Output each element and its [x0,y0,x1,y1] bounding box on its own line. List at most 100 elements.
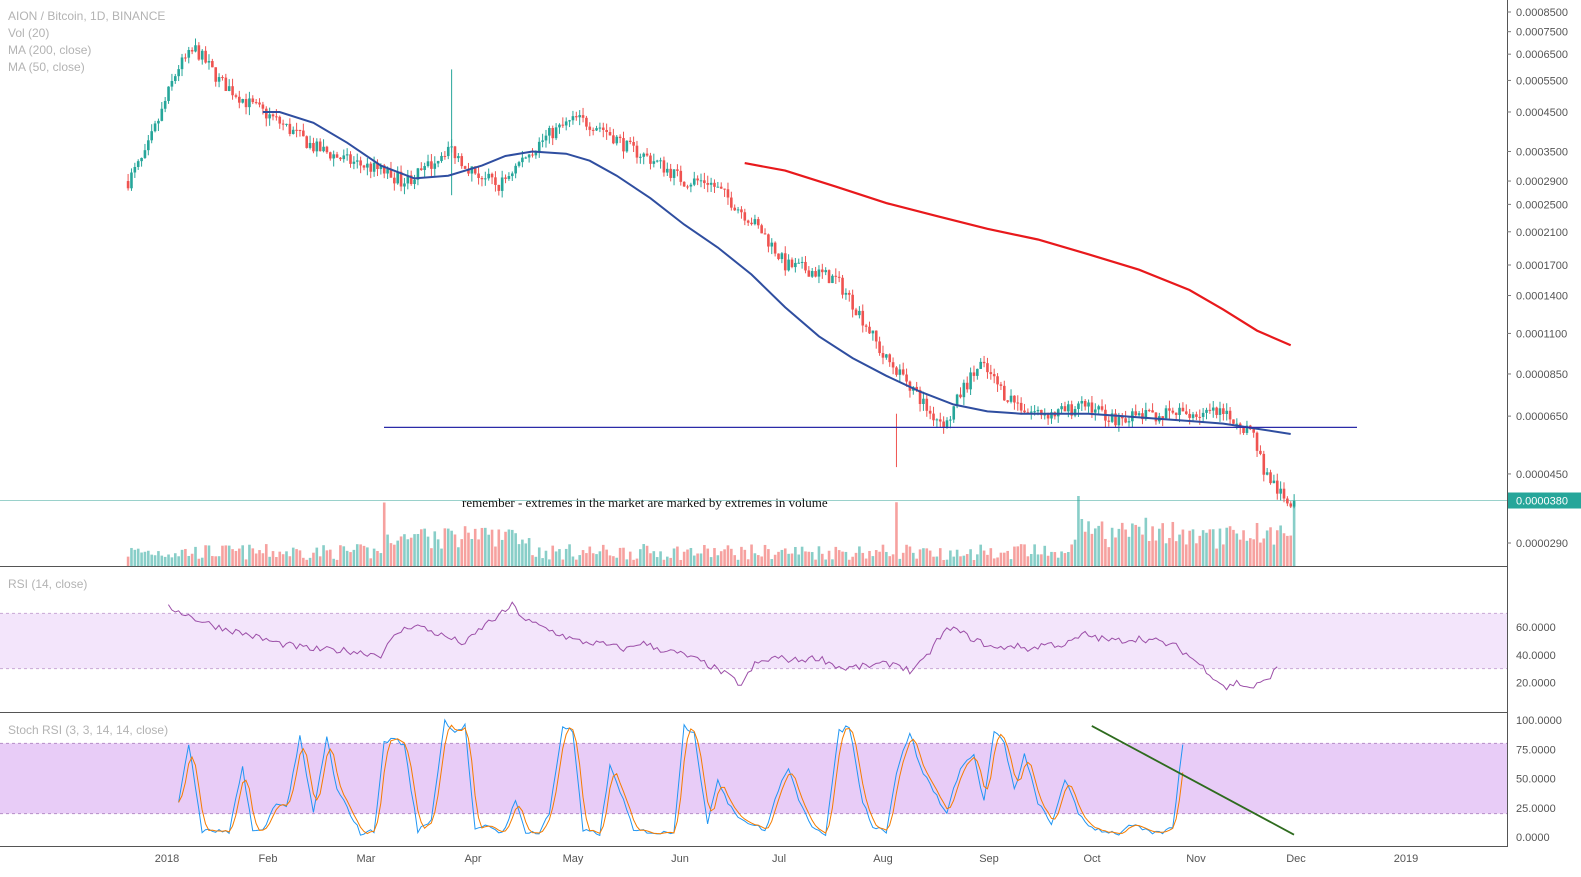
volume-bar [689,547,693,566]
volume-bar [1144,517,1148,566]
candle-body [1195,414,1198,417]
candle-body [885,354,888,358]
candle-body [521,157,524,163]
candle-body [399,171,403,187]
volume-bar [868,550,871,566]
volume-bar [1289,535,1293,566]
volume-bar [895,502,898,566]
volume-bar [676,546,679,566]
rsi-tick-label: 40.0000 [1516,650,1556,662]
volume-bar [396,540,399,566]
candle-body [379,165,383,170]
volume-bar [666,556,669,566]
volume-bar [1249,538,1252,566]
volume-bar [810,552,814,566]
volume-bar [1050,551,1053,566]
candle-body [986,363,989,373]
volume-bar [325,550,329,566]
volume-bar [153,555,157,566]
volume-bar [1269,527,1272,566]
candle-body [170,81,174,87]
candle-body [763,233,767,235]
volume-bar [605,549,608,566]
candle-body [1124,418,1127,423]
volume-bar [891,554,895,566]
candle-body [1168,408,1171,411]
candle-body [790,259,794,268]
candle-body [878,341,881,354]
candle-body [167,86,170,101]
candle-body [605,129,608,133]
candle-body [588,126,592,130]
candle-body [814,271,817,277]
volume-bar [446,528,450,566]
volume-bar [1013,546,1016,566]
volume-bar [679,559,683,566]
candle-body [423,166,426,171]
volume-bar [416,533,420,566]
candle-body [339,157,342,160]
volume-bar [335,559,339,566]
volume-bar [1211,529,1215,566]
candle-body [746,220,750,223]
volume-bar [510,529,514,566]
volume-bar [881,544,885,566]
legend-symbol: AION / Bitcoin, 1D, BINANCE [8,9,166,23]
volume-bar [500,539,504,566]
candle-body [173,76,177,82]
volume-bar [305,559,309,566]
volume-bar [965,554,969,566]
candle-body [1006,400,1009,402]
candle-body [322,146,325,152]
candle-body [585,117,588,127]
candle-body [396,171,399,184]
volume-bar [996,557,999,566]
candle-body [713,182,716,187]
volume-bar [268,556,271,566]
candle-body [753,219,757,225]
candle-body [372,162,376,172]
volume-bar [234,550,238,566]
legend-rsi: RSI (14, close) [8,577,88,591]
volume-bar [1232,529,1235,566]
candle-body [645,153,649,156]
candle-body [1087,402,1090,407]
candle-body [369,163,373,172]
candle-body [366,163,369,168]
volume-bar [197,558,201,566]
volume-bar [992,558,996,566]
volume-bar [355,544,359,566]
candle-body [1093,409,1097,413]
candle-body [1188,413,1191,418]
volume-bar [777,551,780,566]
volume-bar [1077,496,1080,566]
candle-body [386,168,389,174]
volume-bar [585,553,588,566]
candle-body [436,161,440,164]
candle-body [999,384,1003,386]
volume-bar [399,536,403,566]
candle-body [905,374,908,382]
time-tick-label: Oct [1083,853,1100,865]
candle-body [419,168,423,171]
candle-body [558,124,561,128]
volume-bar [824,559,827,566]
candle-body [612,135,615,144]
candle-body [302,130,305,137]
volume-bar [386,534,389,566]
candle-body [446,146,450,157]
candle-body [952,406,956,420]
candle-body [595,128,598,131]
candle-body [1178,407,1181,415]
candle-body [733,207,736,211]
candle-body [1013,395,1016,403]
candle-body [750,222,753,225]
volume-bar [568,544,571,566]
volume-bar [642,544,646,566]
candle-body [989,372,993,375]
volume-bar [837,550,841,566]
volume-bar [686,549,689,566]
volume-bar [625,559,629,566]
volume-bar [359,544,362,566]
